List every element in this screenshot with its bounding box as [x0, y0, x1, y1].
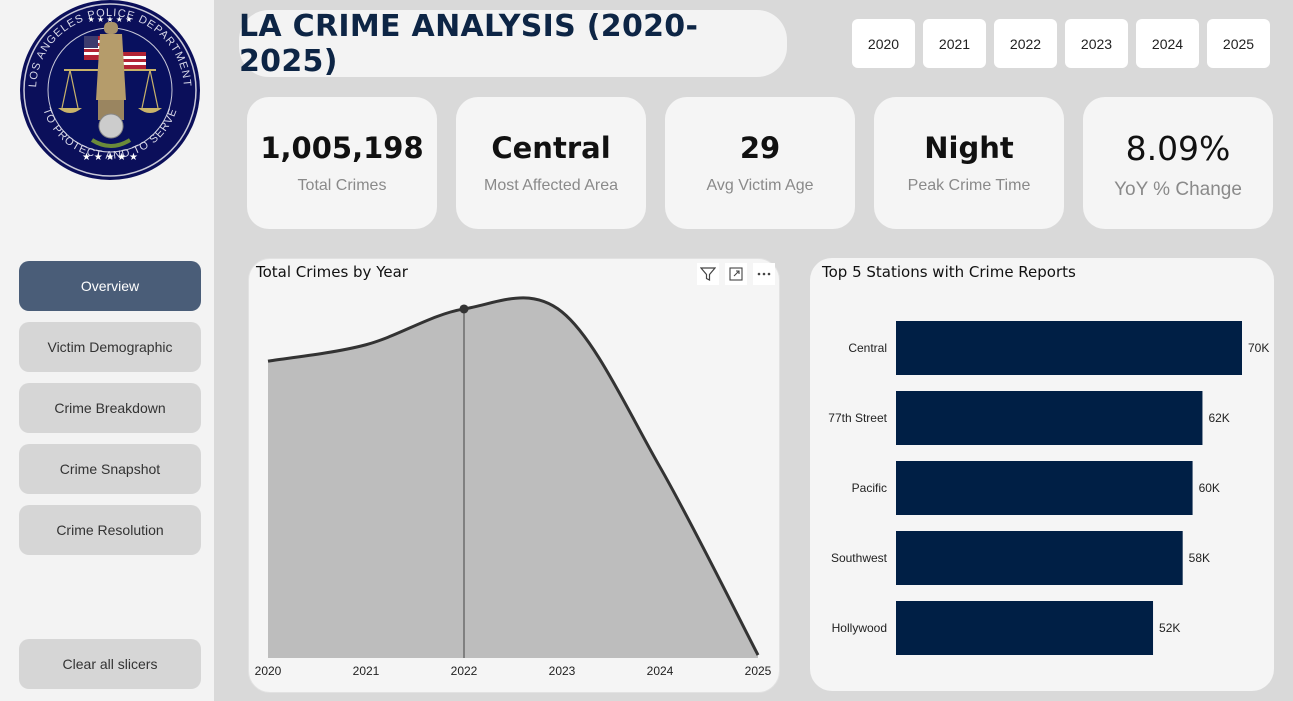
x-tick-label: 2025	[745, 664, 772, 678]
data-label: 70K	[1248, 341, 1269, 355]
data-label: 58K	[1189, 551, 1210, 565]
more-options-icon[interactable]	[753, 263, 775, 285]
data-label: 62K	[1208, 411, 1229, 425]
kpi-peak-crime-time: Night Peak Crime Time	[874, 97, 1064, 229]
area-fill	[268, 297, 758, 658]
series-line	[267, 296, 760, 656]
kpi-label: Most Affected Area	[483, 177, 618, 194]
category-label: Pacific	[852, 481, 887, 495]
year-slicer-2022[interactable]: 2022	[994, 19, 1057, 68]
kpi-total-crimes: 1,005,198 Total Crimes	[247, 97, 437, 229]
kpi-label: Total Crimes	[297, 177, 387, 194]
x-tick-label: 2022	[451, 664, 478, 678]
year-slicer-2023[interactable]: 2023	[1065, 19, 1128, 68]
nav-crime-breakdown[interactable]: Crime Breakdown	[19, 383, 201, 433]
filter-icon[interactable]	[697, 263, 719, 285]
bar-southwest	[896, 531, 1183, 585]
nav-crime-resolution[interactable]: Crime Resolution	[19, 505, 201, 555]
lapd-logo: LOS ANGELES POLICE DEPARTMENT TO PROTECT…	[20, 0, 200, 180]
bar-pacific	[896, 461, 1193, 515]
data-label: 60K	[1199, 481, 1220, 495]
x-tick-label: 2021	[353, 664, 380, 678]
year-slicer-2020[interactable]: 2020	[852, 19, 915, 68]
x-tick-label: 2020	[255, 664, 282, 678]
year-slicer-2025[interactable]: 2025	[1207, 19, 1270, 68]
svg-text:★ ★ ★ ★ ★: ★ ★ ★ ★ ★	[88, 15, 133, 24]
data-label: 52K	[1159, 621, 1180, 635]
x-tick-label: 2023	[549, 664, 576, 678]
category-label: Hollywood	[832, 621, 887, 635]
x-tick-label: 2024	[647, 664, 674, 678]
bar-chart-title: Top 5 Stations with Crime Reports	[822, 263, 1076, 281]
bar-77th-street	[896, 391, 1203, 445]
nav-victim-demographic[interactable]: Victim Demographic	[19, 322, 201, 372]
year-slicer-2024[interactable]: 2024	[1136, 19, 1199, 68]
kpi-label: YoY % Change	[1114, 179, 1242, 200]
svg-text:★ ★ ★ ★ ★: ★ ★ ★ ★ ★	[82, 152, 138, 163]
sidebar: LOS ANGELES POLICE DEPARTMENT TO PROTECT…	[0, 0, 214, 701]
category-label: Southwest	[831, 551, 888, 565]
kpi-avg-victim-age: 29 Avg Victim Age	[665, 97, 855, 229]
kpi-value: 8.09%	[1125, 129, 1231, 168]
nav-overview[interactable]: Overview	[19, 261, 201, 311]
clear-slicers-button[interactable]: Clear all slicers	[19, 639, 201, 689]
bar-central	[896, 321, 1242, 375]
category-label: Central	[848, 341, 887, 355]
kpi-most-affected-area: Central Most Affected Area	[456, 97, 646, 229]
category-label: 77th Street	[828, 411, 887, 425]
kpi-value: Night	[924, 131, 1014, 165]
kpi-value: 29	[739, 131, 781, 165]
area-chart-title: Total Crimes by Year	[256, 263, 408, 281]
kpi-label: Avg Victim Age	[706, 177, 814, 194]
kpi-yoy-change: 8.09% YoY % Change	[1083, 97, 1273, 229]
area-chart: 2020 2021 2022 2023 2024 2025	[255, 296, 772, 678]
bar-hollywood	[896, 601, 1154, 655]
focus-mode-icon[interactable]	[725, 263, 747, 285]
kpi-label: Peak Crime Time	[907, 177, 1031, 194]
nav-crime-snapshot[interactable]: Crime Snapshot	[19, 444, 201, 494]
page-title: LA CRIME ANALYSIS (2020-2025)	[239, 9, 787, 79]
kpi-value: Central	[491, 131, 611, 165]
kpi-value: 1,005,198	[260, 131, 424, 165]
hover-point	[459, 304, 469, 314]
year-slicer-2021[interactable]: 2021	[923, 19, 986, 68]
bar-chart: Central 70K 77th Street 62K Pacific 60K Southw…	[828, 321, 1269, 655]
